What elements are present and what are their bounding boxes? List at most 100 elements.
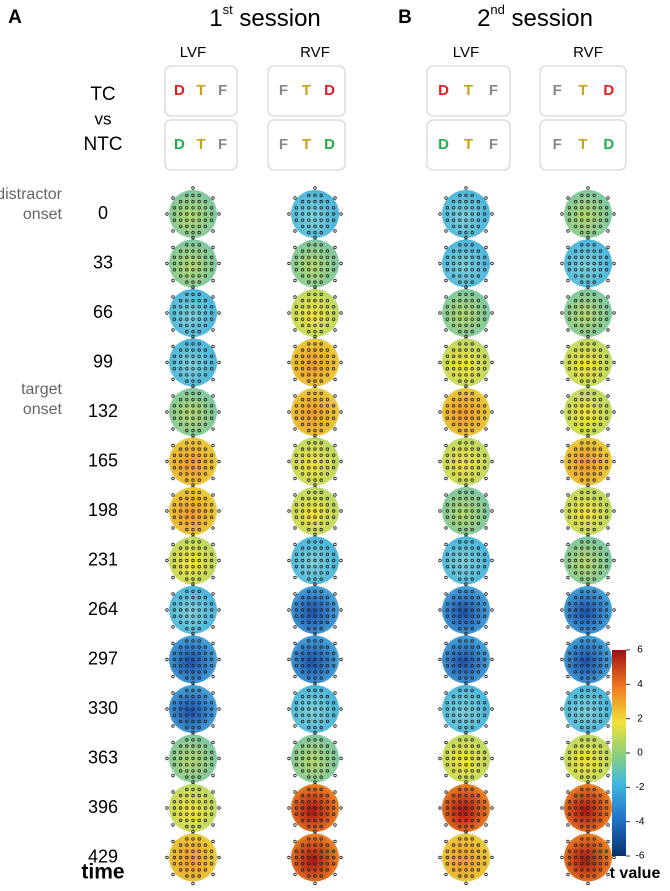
electrode <box>319 490 323 495</box>
electrode <box>580 503 584 507</box>
electrode <box>464 323 468 328</box>
electrode <box>339 311 343 315</box>
electrode <box>476 546 481 550</box>
topomap <box>291 190 339 238</box>
electrode <box>438 261 442 266</box>
electrode <box>203 744 208 748</box>
electrode <box>592 738 596 742</box>
column-label: RVF <box>573 44 603 61</box>
electrode <box>438 558 442 563</box>
electrode <box>451 298 456 303</box>
electrode <box>191 532 195 537</box>
electrode <box>300 614 305 618</box>
electrode <box>300 707 305 711</box>
electrode <box>172 614 177 618</box>
electrode <box>191 521 195 526</box>
electrode <box>307 608 311 612</box>
electrode <box>203 503 208 507</box>
electrode <box>482 317 487 321</box>
electrode <box>470 305 474 309</box>
electrode <box>178 268 183 272</box>
electrode <box>470 317 474 321</box>
electrode <box>178 571 183 575</box>
electrode <box>580 261 584 266</box>
electrode <box>178 701 183 705</box>
electrode <box>484 493 488 497</box>
electrode <box>319 404 323 408</box>
electrode <box>197 670 201 674</box>
electrode <box>586 193 590 198</box>
electrode <box>293 641 297 646</box>
electrode <box>476 818 481 823</box>
electrode <box>319 342 323 346</box>
electrode <box>307 595 311 600</box>
topomap <box>291 833 339 882</box>
electrode <box>586 824 590 829</box>
electrode <box>598 868 603 872</box>
electrode <box>445 862 450 866</box>
electrode <box>476 261 481 266</box>
electrode <box>197 558 201 563</box>
topomap <box>169 338 217 387</box>
electrode <box>470 769 474 773</box>
electrode <box>586 829 590 834</box>
electrode <box>191 626 195 631</box>
electrode <box>470 645 474 649</box>
topomap <box>291 734 339 783</box>
electrode <box>307 268 311 272</box>
electrode <box>171 344 175 349</box>
electrode <box>313 532 317 537</box>
electrode <box>445 360 450 365</box>
electrode <box>313 527 317 532</box>
electrode <box>580 837 584 841</box>
electrode <box>592 868 596 872</box>
electrode <box>580 756 584 761</box>
electrode <box>313 410 317 414</box>
electrode <box>451 620 456 625</box>
electrode <box>185 626 189 631</box>
electrode <box>307 280 311 284</box>
electrode <box>325 521 330 526</box>
electrode <box>476 199 481 204</box>
electrode <box>573 317 578 321</box>
electrode <box>209 459 214 464</box>
electrode <box>464 441 468 445</box>
electrode <box>191 750 195 754</box>
electrode <box>211 278 215 283</box>
electrode <box>464 360 468 365</box>
electrode <box>464 329 468 334</box>
electrode <box>197 694 201 699</box>
electrode <box>325 651 330 655</box>
electrode <box>313 447 317 451</box>
electrode <box>185 664 189 668</box>
electrode <box>203 521 208 526</box>
electrode <box>209 657 214 662</box>
electrode <box>185 688 189 693</box>
electrode <box>209 261 214 266</box>
electrode <box>476 249 481 253</box>
electrode <box>484 625 488 629</box>
electrode <box>300 595 305 600</box>
electrode <box>178 218 183 222</box>
electrode <box>172 552 177 556</box>
electrode <box>319 664 323 668</box>
electrode <box>445 268 450 272</box>
electrode <box>300 317 305 321</box>
electrode <box>484 427 488 431</box>
electrode <box>211 691 215 695</box>
electrode <box>319 206 323 210</box>
electrode <box>191 806 195 810</box>
topomap <box>442 289 490 337</box>
topomap <box>291 437 339 486</box>
electrode <box>185 800 189 804</box>
electrode <box>566 872 570 877</box>
electrode <box>313 206 317 210</box>
electrode <box>203 509 208 513</box>
electrode <box>197 849 201 853</box>
electrode <box>331 206 336 210</box>
condition-box <box>267 119 346 171</box>
electrode <box>197 725 201 730</box>
electrode <box>307 676 311 680</box>
electrode <box>451 212 456 216</box>
electrode <box>464 342 468 346</box>
